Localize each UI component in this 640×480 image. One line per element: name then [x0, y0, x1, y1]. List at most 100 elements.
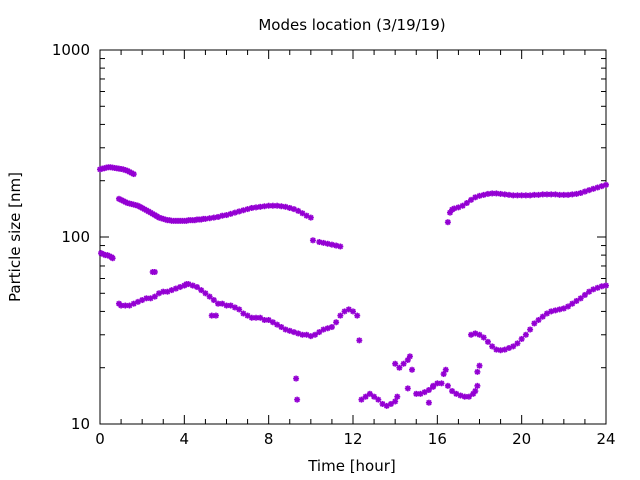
data-point — [565, 303, 572, 310]
y-axis-label: Particle size [nm] — [6, 172, 24, 302]
data-point — [527, 326, 534, 333]
data-point — [440, 371, 447, 378]
data-point — [392, 398, 399, 405]
data-point — [510, 343, 517, 350]
data-point — [354, 312, 361, 319]
data-point — [118, 302, 125, 309]
data-point — [236, 306, 243, 313]
data-point — [307, 214, 314, 221]
data-point — [539, 313, 546, 320]
data-point — [522, 331, 529, 338]
data-point — [484, 338, 491, 345]
data-point — [594, 284, 601, 291]
data-point — [531, 191, 538, 198]
x-axis: 0 4 8 12 16 20 24 — [95, 50, 616, 448]
x-tick-label: 8 — [264, 430, 274, 448]
data-point — [425, 399, 432, 406]
data-point — [444, 219, 451, 226]
data-point — [387, 400, 394, 407]
data-point — [442, 366, 449, 373]
data-point — [463, 199, 470, 206]
data-point — [333, 319, 340, 326]
data-point — [444, 382, 451, 389]
data-point — [461, 393, 468, 400]
data-point — [109, 255, 116, 262]
data-point — [212, 312, 219, 319]
data-point — [278, 203, 285, 210]
data-point — [293, 375, 300, 382]
data-point — [474, 368, 481, 375]
y-tick-label: 100 — [61, 228, 90, 246]
data-point — [476, 362, 483, 369]
data-point — [269, 319, 276, 326]
data-point — [535, 316, 542, 323]
data-point — [586, 288, 593, 295]
data-point — [371, 393, 378, 400]
data-point — [337, 243, 344, 250]
x-tick-label: 0 — [95, 430, 105, 448]
data-point — [556, 191, 563, 198]
data-point — [459, 202, 466, 209]
data-point — [474, 382, 481, 389]
data-point — [193, 284, 200, 291]
data-point — [337, 312, 344, 319]
data-point — [468, 196, 475, 203]
data-point — [392, 360, 399, 367]
data-point — [366, 390, 373, 397]
data-point — [449, 388, 456, 395]
data-point — [573, 297, 580, 304]
data-point — [569, 300, 576, 307]
data-point — [560, 191, 567, 198]
data-point — [278, 324, 285, 331]
plot-frame — [99, 49, 607, 425]
data-point — [430, 382, 437, 389]
data-point — [341, 308, 348, 315]
data-point — [531, 320, 538, 327]
data-point — [506, 191, 513, 198]
data-point — [130, 171, 137, 178]
data-point — [295, 207, 302, 214]
data-point — [425, 386, 432, 393]
data-point — [253, 314, 260, 321]
x-tick-label: 16 — [428, 430, 447, 448]
x-tick-label: 24 — [596, 430, 615, 448]
data-point — [400, 360, 407, 367]
data-points — [97, 164, 609, 409]
data-point — [265, 316, 272, 323]
data-point — [257, 314, 264, 321]
data-point — [394, 393, 401, 400]
x-axis-label: Time [hour] — [307, 457, 396, 475]
data-point — [556, 306, 563, 313]
data-point — [151, 268, 158, 275]
y-axis: 10 100 1000 — [52, 41, 606, 433]
data-point — [316, 329, 323, 336]
data-point — [438, 380, 445, 387]
data-point — [312, 331, 319, 338]
data-point — [274, 321, 281, 328]
data-point — [514, 192, 521, 199]
data-point — [472, 388, 479, 395]
data-point — [514, 340, 521, 347]
data-point — [375, 396, 382, 403]
data-point — [535, 191, 542, 198]
data-point — [409, 366, 416, 373]
x-tick-label: 12 — [343, 430, 362, 448]
data-point — [603, 282, 609, 289]
data-point — [480, 334, 487, 341]
data-point — [206, 293, 213, 300]
data-point — [303, 331, 310, 338]
data-point — [198, 287, 205, 294]
data-point — [294, 396, 301, 403]
y-tick-label: 10 — [71, 415, 90, 433]
data-point — [404, 385, 411, 392]
data-point — [358, 396, 365, 403]
data-point — [257, 203, 264, 210]
data-point — [309, 237, 316, 244]
data-point — [362, 393, 369, 400]
data-point — [476, 331, 483, 338]
data-point — [396, 364, 403, 371]
data-point — [299, 210, 306, 217]
data-point — [210, 297, 217, 304]
data-point — [413, 390, 420, 397]
